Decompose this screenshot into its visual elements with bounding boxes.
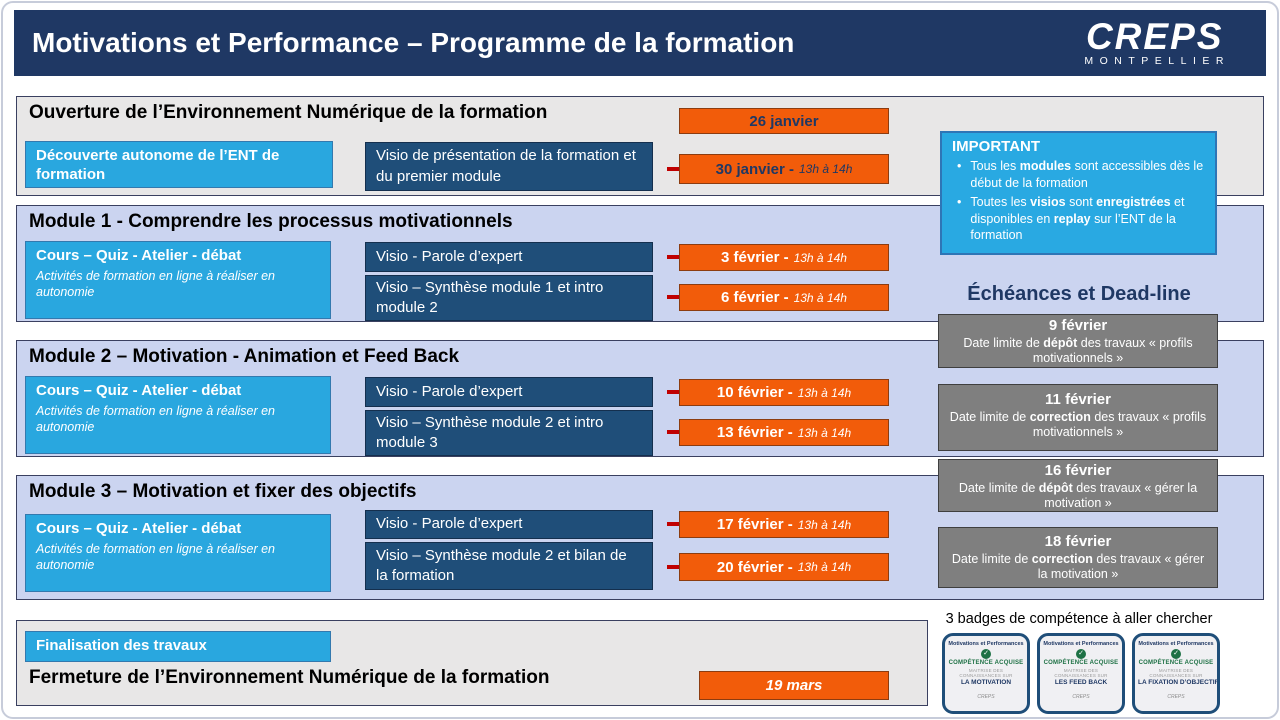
- date-box-17-fevrier: 17 février - 13h à 14h: [679, 511, 889, 538]
- course-title: Cours – Quiz - Atelier - débat: [36, 520, 242, 537]
- deadline-box-9-fevrier: 9 février Date limite de dépôt des trava…: [938, 314, 1218, 368]
- badge-la-fixation-dobjectif: Motivations et Performances COMPÉTENCE A…: [1132, 633, 1220, 714]
- date-box-19-mars: 19 mars: [699, 671, 889, 700]
- badge-brand: CREPS: [1072, 694, 1090, 700]
- badges-caption: 3 badges de compétence à aller chercher: [945, 611, 1213, 627]
- deadline-text: Date limite de dépôt des travaux « gérer…: [958, 480, 1198, 511]
- course-title: Cours – Quiz - Atelier - débat: [36, 247, 242, 264]
- deadline-date: 9 février: [1048, 317, 1108, 334]
- date-label: 26 janvier: [749, 112, 819, 130]
- date-box-30-janvier: 30 janvier - 13h à 14h: [679, 154, 889, 184]
- module-2-visio-expert-box: Visio - Parole d’expert: [365, 377, 653, 407]
- badge-seal-icon: [1171, 649, 1181, 659]
- date-label: 13 février -: [716, 424, 793, 441]
- important-box: IMPORTANT Tous les modules sont accessib…: [940, 131, 1217, 255]
- date-box-20-fevrier: 20 février - 13h à 14h: [679, 553, 889, 581]
- deadline-box-11-fevrier: 11 février Date limite de correction des…: [938, 384, 1218, 451]
- finalisation-label: Finalisation des travaux: [36, 637, 207, 654]
- date-label: 3 février -: [721, 249, 789, 266]
- badge-seal-icon: [981, 649, 991, 659]
- ouverture-heading: Ouverture de l’Environnement Numérique d…: [29, 102, 548, 123]
- important-bullet-1: Tous les modules sont accessibles dès le…: [952, 158, 1205, 191]
- deadline-box-16-fevrier: 16 février Date limite de dépôt des trav…: [938, 459, 1218, 512]
- badge-skill: LA FIXATION D’OBJECTIF: [1138, 679, 1219, 686]
- fermeture-heading: Fermeture de l’Environnement Numérique d…: [29, 667, 550, 688]
- time-label: 13h à 14h: [793, 250, 847, 265]
- time-label: 13h à 14h: [793, 290, 847, 305]
- badge-subtitle: MAITRISE DES CONNAISSANCES SUR: [959, 668, 1013, 678]
- creps-logo: CREPS MONTPELLIER: [1079, 16, 1230, 67]
- deadline-text: Date limite de dépôt des travaux « profi…: [963, 335, 1193, 366]
- deadline-box-18-fevrier: 18 février Date limite de correction des…: [938, 527, 1218, 588]
- time-label: 13h à 14h: [797, 425, 852, 440]
- time-label: 13h à 14h: [797, 517, 852, 532]
- finalisation-box: Finalisation des travaux: [25, 631, 331, 662]
- badge-program: Motivations et Performances: [948, 641, 1024, 647]
- ouverture-course-box: Découverte autonome de l’ENT de formatio…: [25, 141, 333, 188]
- module-2-visio-synthese-box: Visio – Synthèse module 2 et intro modul…: [365, 410, 653, 456]
- badge-program: Motivations et Performances: [1043, 641, 1119, 647]
- header-bar: Motivations et Performance – Programme d…: [14, 10, 1266, 76]
- deadline-text: Date limite de correction des travaux « …: [951, 551, 1205, 582]
- date-box-6-fevrier: 6 février - 13h à 14h: [679, 284, 889, 311]
- time-label: 13h à 14h: [797, 385, 852, 400]
- deadline-date: 18 février: [1044, 533, 1112, 550]
- module-1-course-box: Cours – Quiz - Atelier - débat Activités…: [25, 241, 331, 319]
- module-3-course-box: Cours – Quiz - Atelier - débat Activités…: [25, 514, 331, 592]
- date-label: 19 mars: [765, 677, 823, 694]
- important-bullet-2: Toutes les visios sont enregistrées et d…: [952, 194, 1205, 244]
- badge-skill: LA MOTIVATION: [960, 679, 1012, 686]
- badge-seal-icon: [1076, 649, 1086, 659]
- time-label: 13h à 14h: [799, 162, 853, 176]
- time-label: 13h à 14h: [797, 560, 852, 574]
- date-label: 17 février -: [716, 516, 793, 533]
- badge-skill: LES FEED BACK: [1054, 679, 1108, 686]
- date-label: 10 février -: [716, 384, 793, 401]
- important-title: IMPORTANT: [952, 138, 1041, 155]
- badge-status: COMPÉTENCE ACQUISE: [948, 660, 1024, 666]
- module-1-heading: Module 1 - Comprendre les processus moti…: [29, 211, 513, 232]
- course-subtitle: Activités de formation en ligne à réalis…: [36, 403, 276, 434]
- badge-program: Motivations et Performances: [1138, 641, 1214, 647]
- logo-brand: CREPS: [1085, 16, 1224, 57]
- module-3-heading: Module 3 – Motivation et fixer des objec…: [29, 481, 417, 502]
- course-title: Cours – Quiz - Atelier - débat: [36, 382, 242, 399]
- module-2-course-box: Cours – Quiz - Atelier - débat Activités…: [25, 376, 331, 454]
- module-2-heading: Module 2 – Motivation - Animation et Fee…: [29, 346, 460, 367]
- badge-la-motivation: Motivations et Performances COMPÉTENCE A…: [942, 633, 1030, 714]
- deadline-date: 16 février: [1044, 462, 1112, 479]
- badges-row: Motivations et Performances COMPÉTENCE A…: [942, 633, 1220, 714]
- section-fermeture: Finalisation des travaux Fermeture de l’…: [16, 620, 928, 706]
- badge-subtitle: MAITRISE DES CONNAISSANCES SUR: [1149, 668, 1203, 678]
- deadline-date: 11 février: [1045, 391, 1111, 408]
- page-title: Motivations et Performance – Programme d…: [32, 27, 795, 58]
- date-label: 6 février -: [721, 289, 789, 306]
- module-1-visio-expert-box: Visio - Parole d’expert: [365, 242, 653, 272]
- date-box-10-fevrier: 10 février - 13h à 14h: [679, 379, 889, 406]
- module-3-visio-expert-box: Visio - Parole d’expert: [365, 510, 653, 539]
- date-label: 30 janvier -: [715, 160, 794, 178]
- course-subtitle: Activités de formation en ligne à réalis…: [36, 268, 276, 299]
- badge-subtitle: MAITRISE DES CONNAISSANCES SUR: [1054, 668, 1108, 678]
- date-box-13-fevrier: 13 février - 13h à 14h: [679, 419, 889, 446]
- deadlines-heading: Échéances et Dead-line: [967, 283, 1191, 305]
- badge-status: COMPÉTENCE ACQUISE: [1043, 660, 1119, 666]
- deadline-text: Date limite de correction des travaux « …: [949, 409, 1207, 440]
- course-subtitle: Activités de formation en ligne à réalis…: [36, 541, 276, 572]
- badge-brand: CREPS: [977, 694, 995, 700]
- badge-status: COMPÉTENCE ACQUISE: [1138, 660, 1214, 666]
- logo-city: MONTPELLIER: [1084, 54, 1230, 67]
- ouverture-visio-box: Visio de présentation de la formation et…: [365, 142, 653, 191]
- date-box-26-janvier: 26 janvier: [679, 108, 889, 134]
- date-box-3-fevrier: 3 février - 13h à 14h: [679, 244, 889, 271]
- badge-les-feed-back: Motivations et Performances COMPÉTENCE A…: [1037, 633, 1125, 714]
- badge-brand: CREPS: [1167, 694, 1185, 700]
- module-1-visio-synthese-box: Visio – Synthèse module 1 et intro modul…: [365, 275, 653, 321]
- module-3-visio-synthese-box: Visio – Synthèse module 2 et bilan de la…: [365, 542, 653, 590]
- date-label: 20 février -: [716, 558, 793, 576]
- ouverture-course-label: Découverte autonome de l’ENT de formatio…: [36, 147, 280, 183]
